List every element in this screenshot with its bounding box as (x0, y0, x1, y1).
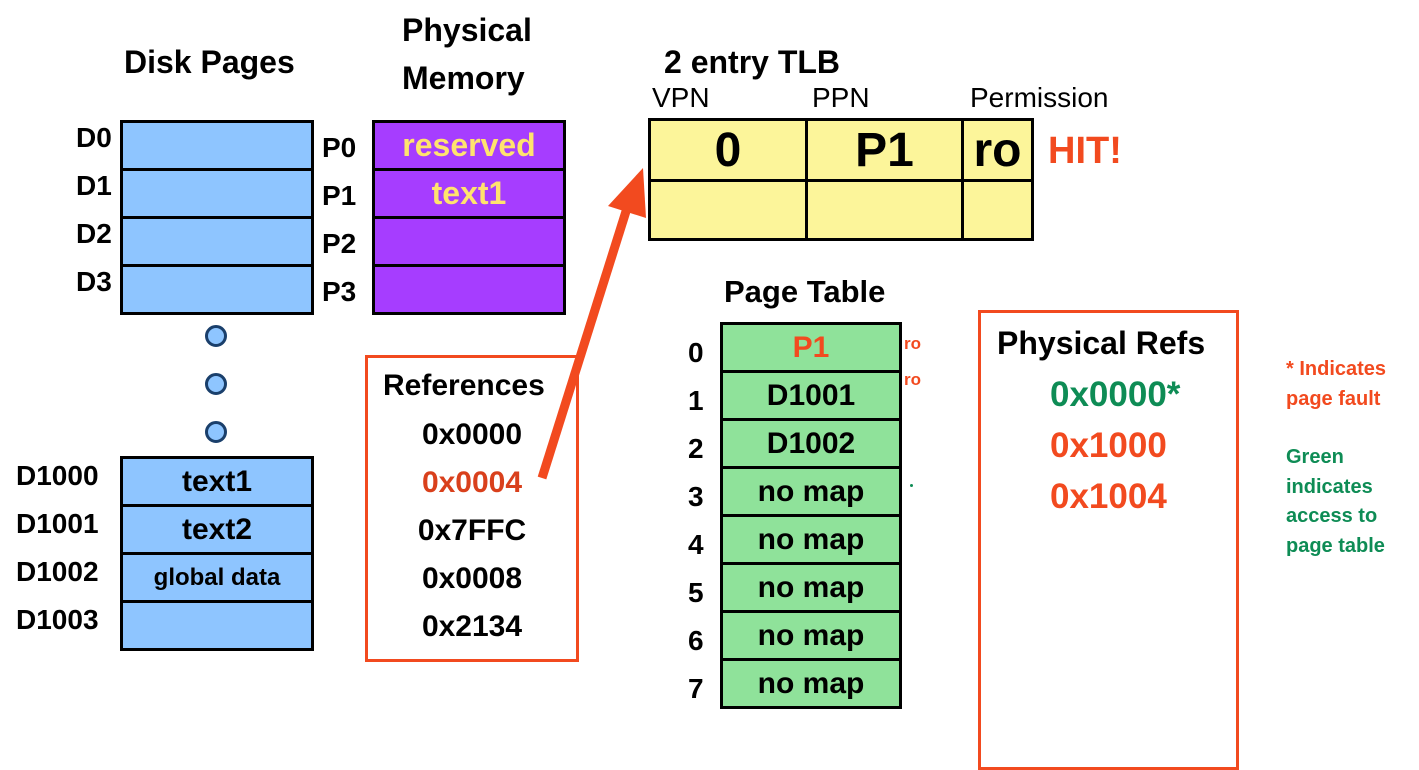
page-table-entry-0: P1 (720, 322, 902, 373)
page-table-index: 6 (688, 625, 704, 656)
lookup-arrow-head (608, 168, 646, 218)
memory-label-p0: P0 (322, 132, 357, 163)
tlb-entry0-permission: ro (961, 118, 1034, 182)
disk-page-d3 (120, 264, 314, 315)
references-title: References (383, 369, 545, 402)
disk-label-d1003: D1003 (16, 604, 99, 635)
page-table-index: 2 (688, 433, 704, 464)
page-table-entry-5: no map (720, 562, 902, 613)
tlb-header-vpn: VPN (652, 82, 710, 113)
disk-page-d1002: global data (120, 552, 314, 603)
tlb-header-permission: Permission (970, 82, 1109, 113)
ellipsis-dot (205, 325, 227, 347)
legend-green-line2: indicates (1286, 476, 1373, 498)
reference-item: 0x2134 (421, 610, 523, 643)
memory-frame-p3 (372, 264, 566, 315)
physical-ref-item-fault: 0x0000* (1050, 375, 1181, 414)
ellipsis-dot (205, 421, 227, 443)
disk-page-d1003 (120, 600, 314, 651)
legend-green-line1: Green (1286, 446, 1344, 468)
reference-item: 0x0000 (421, 418, 523, 451)
disk-label-d0: D0 (76, 122, 112, 153)
page-table-index: 0 (688, 337, 704, 368)
tlb-entry0-vpn: 0 (648, 118, 808, 182)
physical-ref-item: 0x1004 (1050, 477, 1167, 516)
page-table-entry-4: no map (720, 514, 902, 565)
page-table-index: 3 (688, 481, 704, 512)
tlb-hit-label: HIT! (1048, 130, 1122, 172)
legend-fault-line2: page fault (1286, 388, 1381, 410)
page-table-entry-2: D1002 (720, 418, 902, 469)
physical-memory-title-line1: Physical (402, 12, 532, 48)
tlb-header-ppn: PPN (812, 82, 870, 113)
references-box (365, 355, 579, 662)
tlb-entry1-permission (961, 179, 1034, 241)
page-table-index: 1 (688, 385, 704, 416)
tlb-entry1-ppn (805, 179, 964, 241)
page-table-index: 4 (688, 529, 704, 560)
memory-label-p3: P3 (322, 276, 357, 307)
disk-label-d3: D3 (76, 266, 112, 297)
page-table-entry-6: no map (720, 610, 902, 661)
physical-refs-title: Physical Refs (997, 325, 1206, 361)
reference-item: 0x0008 (421, 562, 523, 595)
reference-item-current: 0x0004 (421, 466, 523, 499)
page-table-entry-1: D1001 (720, 370, 902, 421)
page-table-entry-7: no map (720, 658, 902, 709)
legend-fault-line1: * Indicates (1286, 358, 1387, 380)
disk-label-d1002: D1002 (16, 556, 99, 587)
stray-dot (910, 484, 913, 487)
legend-green-line3: access to (1286, 505, 1378, 527)
physical-ref-item: 0x1000 (1050, 426, 1167, 465)
memory-label-p2: P2 (322, 228, 357, 259)
page-table-perm-mark-1: ro (904, 370, 921, 389)
memory-frame-p0: reserved (372, 120, 566, 171)
tlb-entry0-ppn: P1 (805, 118, 964, 182)
disk-label-d1: D1 (76, 170, 112, 201)
lookup-arrow-shaft (537, 203, 633, 480)
disk-label-d1001: D1001 (16, 508, 99, 539)
tlb-title: 2 entry TLB (664, 44, 841, 80)
page-table-title: Page Table (724, 274, 886, 309)
disk-pages-title: Disk Pages (124, 44, 295, 80)
legend-green-line4: page table (1286, 535, 1385, 557)
disk-page-d1000: text1 (120, 456, 314, 507)
page-table-entry-3: no map (720, 466, 902, 517)
page-table-index: 5 (688, 577, 704, 608)
page-table-index: 7 (688, 673, 704, 704)
physical-memory-title-line2: Memory (402, 60, 525, 96)
tlb-entry1-vpn (648, 179, 808, 241)
disk-page-d2 (120, 216, 314, 267)
disk-label-d2: D2 (76, 218, 112, 249)
ellipsis-dot (205, 373, 227, 395)
disk-label-d1000: D1000 (16, 460, 99, 491)
memory-label-p1: P1 (322, 180, 357, 211)
reference-item: 0x7FFC (417, 514, 527, 547)
page-table-perm-mark-0: ro (904, 334, 921, 353)
